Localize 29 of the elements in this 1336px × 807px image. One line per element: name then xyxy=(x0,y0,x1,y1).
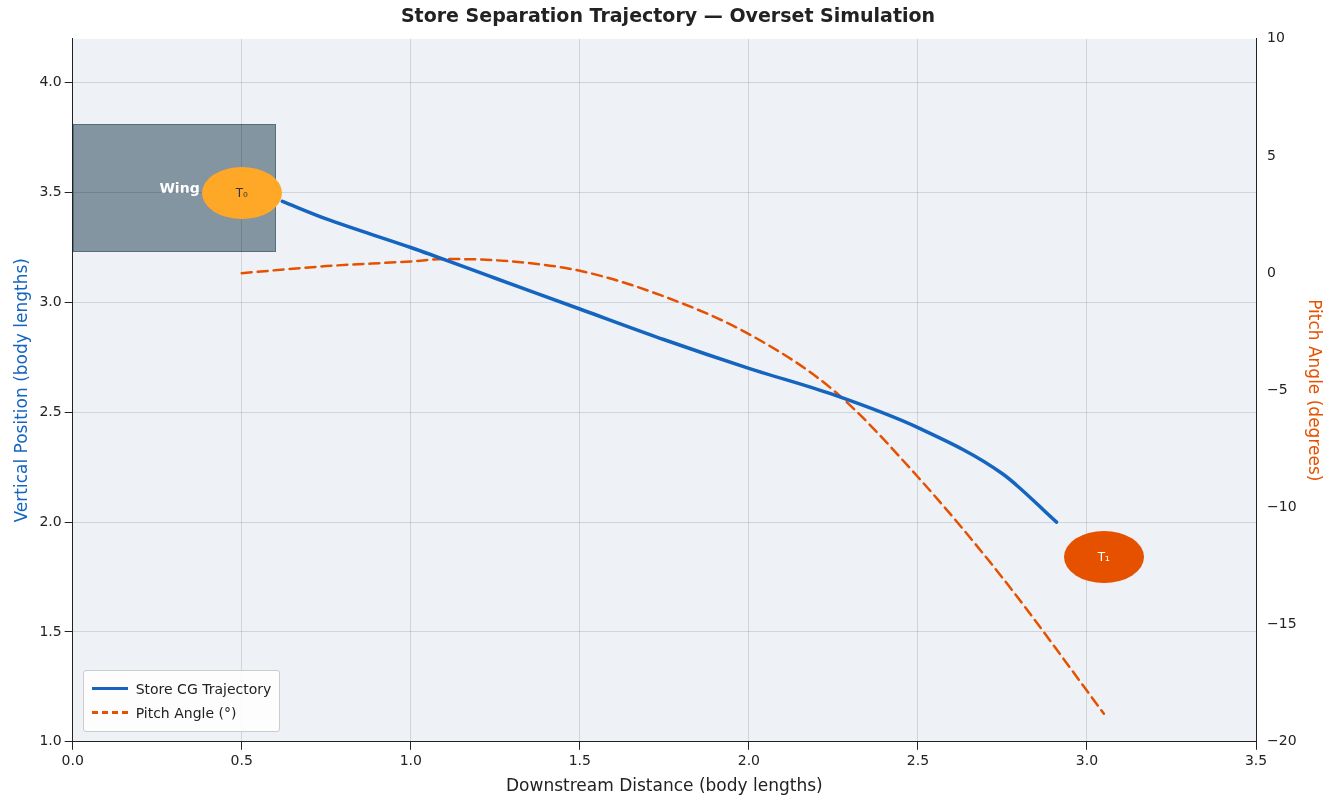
x-tick-label: 2.0 xyxy=(737,751,761,768)
line-series xyxy=(280,199,1059,524)
x-tick-label: 3.5 xyxy=(1244,751,1268,768)
legend-label: Pitch Angle (°) xyxy=(135,703,237,723)
y-tick-label: 3.5 xyxy=(39,183,62,200)
x-axis-title: Downstream Distance (body lengths) xyxy=(506,775,823,796)
y-tick-label: 2.5 xyxy=(39,402,62,419)
y-axis-title: Vertical Position (body lengths) xyxy=(10,258,31,523)
x-tick-label: 1.5 xyxy=(568,751,591,768)
x-tick-label: 1.0 xyxy=(399,751,422,768)
x-tick-label: 2.5 xyxy=(906,751,930,768)
x-tick-label: 0.5 xyxy=(230,751,253,768)
y2-axis-title: Pitch Angle (degrees) xyxy=(1305,299,1326,482)
y2-tick-label: −20 xyxy=(1267,732,1297,749)
chart-title: Store Separation Trajectory — Overset Simulation xyxy=(400,4,936,27)
y2-tick-label: 0 xyxy=(1267,263,1276,280)
x-tick-label: 0.0 xyxy=(61,751,84,768)
y2-tick-label: −5 xyxy=(1267,380,1288,397)
y-tick-label: 4.0 xyxy=(39,73,62,90)
y-tick-label: 3.0 xyxy=(39,293,62,310)
y-tick-label: 1.0 xyxy=(39,732,62,749)
y2-tick-label: 10 xyxy=(1267,29,1285,46)
y-tick-label: 2.0 xyxy=(39,512,62,529)
legend-label: Store CG Trajectory xyxy=(135,679,272,699)
y-tick-label: 1.5 xyxy=(39,622,62,639)
y2-tick-label: −10 xyxy=(1267,498,1297,515)
y2-tick-label: −15 xyxy=(1267,615,1297,632)
x-tick-label: 3.0 xyxy=(1075,751,1099,768)
y2-tick-label: 5 xyxy=(1267,146,1276,163)
